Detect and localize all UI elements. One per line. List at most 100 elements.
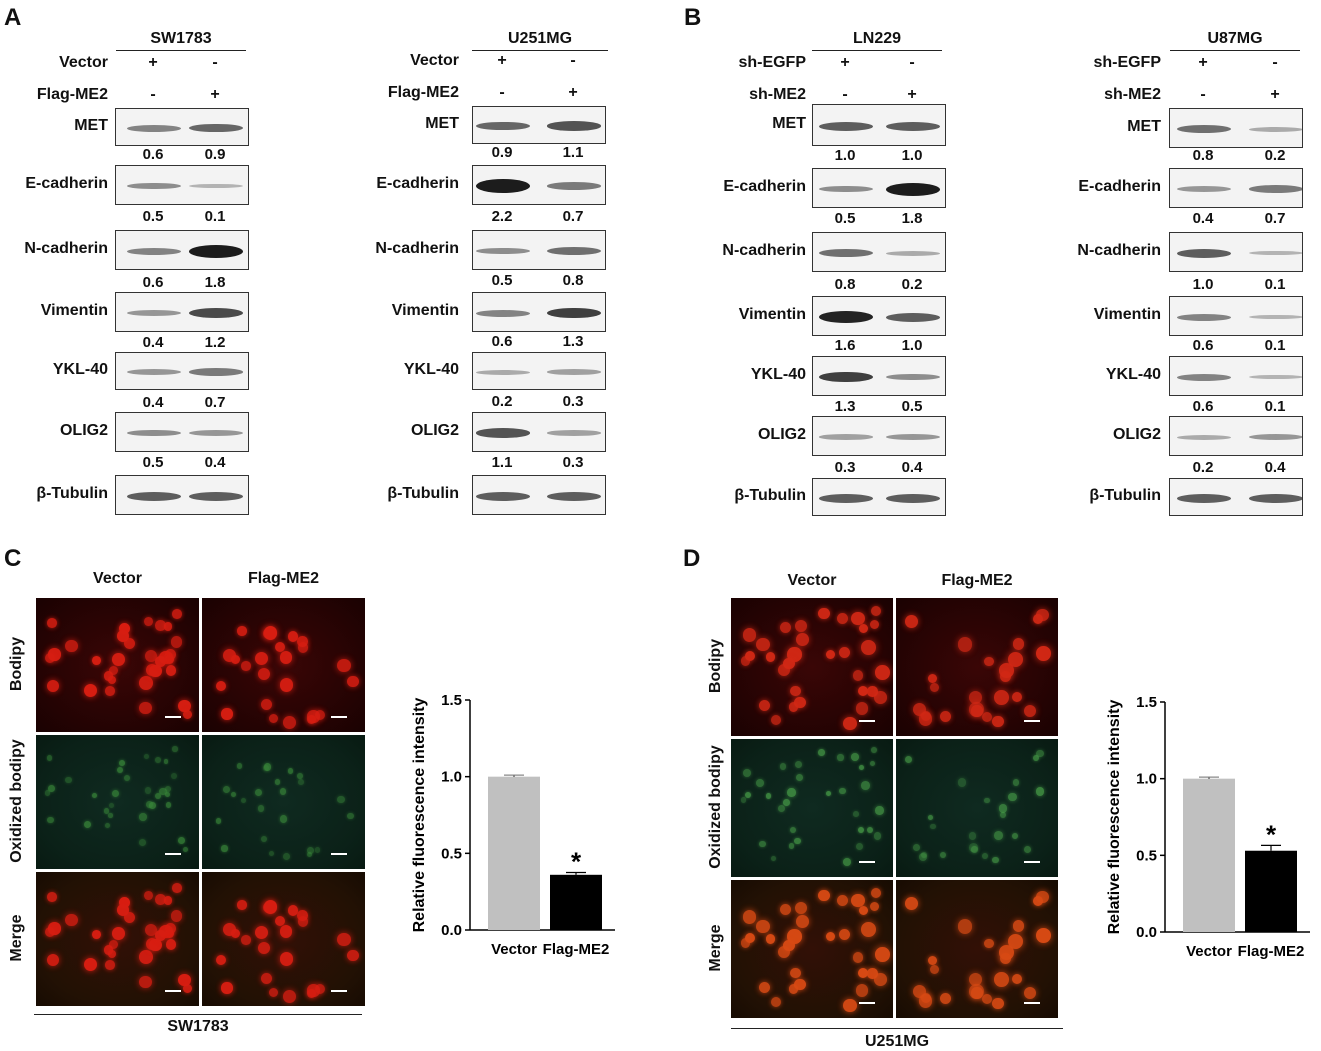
microscopy-row-label: Merge bbox=[707, 924, 724, 972]
cell bbox=[742, 910, 757, 924]
protein-band bbox=[127, 310, 181, 316]
panel-label-b: B bbox=[684, 4, 702, 31]
cell bbox=[1023, 704, 1037, 718]
protein-band bbox=[886, 121, 940, 131]
cell bbox=[84, 957, 98, 972]
cell bbox=[999, 811, 1007, 819]
band-quantification: 0.5 bbox=[834, 210, 856, 227]
microscopy-column-label: Flag-ME2 bbox=[247, 570, 320, 587]
cell bbox=[279, 651, 292, 664]
condition-sign: + bbox=[1198, 54, 1208, 71]
band-quantification: 0.6 bbox=[491, 333, 513, 350]
cell bbox=[779, 622, 791, 634]
cell bbox=[297, 642, 309, 654]
band-quantification: 0.3 bbox=[562, 393, 584, 410]
panel-label-c: C bbox=[4, 545, 22, 572]
cell bbox=[46, 953, 60, 967]
protein-band bbox=[476, 247, 530, 255]
protein-band bbox=[476, 121, 530, 131]
cell bbox=[263, 900, 277, 914]
cell bbox=[139, 950, 154, 964]
band-quantification: 0.5 bbox=[901, 398, 923, 415]
cell bbox=[744, 650, 756, 662]
cell bbox=[112, 790, 120, 798]
cell bbox=[165, 786, 172, 793]
cell bbox=[155, 930, 167, 942]
protein-band bbox=[547, 369, 601, 375]
microscopy-column-label: Flag-ME2 bbox=[941, 572, 1013, 589]
blot-title: U251MG bbox=[507, 30, 573, 47]
blot-strip bbox=[472, 230, 606, 270]
cell bbox=[1035, 787, 1045, 797]
blot-strip bbox=[1169, 416, 1303, 456]
condition-sign: + bbox=[148, 54, 158, 71]
condition-label-2: Flag-ME2 bbox=[36, 86, 108, 103]
blot-strip bbox=[472, 475, 606, 515]
cell bbox=[981, 711, 993, 723]
cell bbox=[231, 654, 241, 664]
protein-band bbox=[1249, 374, 1302, 380]
cell bbox=[257, 942, 270, 955]
scale-bar bbox=[165, 990, 181, 992]
blot-strip bbox=[812, 296, 946, 336]
protein-band bbox=[819, 434, 873, 440]
protein-band bbox=[189, 491, 243, 501]
cell bbox=[241, 934, 251, 945]
title-underline bbox=[812, 50, 942, 51]
cell bbox=[860, 781, 870, 790]
scale-bar bbox=[331, 716, 347, 718]
cell bbox=[274, 916, 285, 927]
significance-marker: * bbox=[571, 847, 582, 877]
cell bbox=[957, 637, 973, 652]
blot-title: U87MG bbox=[1207, 30, 1263, 47]
microscopy-row-label: Bodipy bbox=[8, 636, 25, 692]
cell bbox=[155, 757, 161, 763]
protein-label: YKL-40 bbox=[750, 366, 806, 383]
band-quantification: 0.4 bbox=[901, 459, 923, 476]
cell bbox=[172, 746, 178, 752]
cell bbox=[765, 933, 776, 944]
cell bbox=[788, 843, 795, 849]
cell bbox=[297, 779, 304, 786]
protein-label: MET bbox=[425, 115, 459, 132]
cell bbox=[155, 656, 167, 668]
cell bbox=[268, 850, 274, 856]
cell bbox=[222, 785, 231, 793]
band-quantification: 0.4 bbox=[142, 334, 164, 351]
cell bbox=[994, 972, 1009, 988]
cell bbox=[222, 922, 237, 937]
condition-sign: + bbox=[497, 52, 507, 69]
cell bbox=[790, 685, 801, 697]
band-quantification: 1.1 bbox=[562, 144, 584, 161]
blot-strip bbox=[812, 356, 946, 396]
protein-band bbox=[819, 249, 873, 257]
cell bbox=[149, 802, 157, 809]
cell bbox=[1011, 973, 1023, 985]
cell bbox=[998, 663, 1014, 679]
protein-band bbox=[127, 124, 181, 132]
cell bbox=[875, 806, 884, 815]
protein-band bbox=[547, 247, 601, 255]
cell bbox=[857, 968, 869, 979]
cell bbox=[839, 787, 846, 795]
cell bbox=[108, 813, 113, 818]
condition-label-2: Flag-ME2 bbox=[387, 84, 459, 101]
fluorescence-image bbox=[202, 872, 365, 1006]
bar-chart-d: 0.0 0.5 1.0 1.5 Relative fluorescence intens… bbox=[1106, 694, 1310, 960]
cell bbox=[851, 753, 860, 761]
protein-label: N-cadherin bbox=[1077, 242, 1161, 259]
cell bbox=[867, 968, 878, 979]
protein-band bbox=[127, 182, 181, 190]
condition-sign: - bbox=[150, 86, 156, 103]
band-quantification: 0.3 bbox=[834, 459, 856, 476]
cell bbox=[297, 910, 308, 921]
blot-strip bbox=[472, 106, 606, 144]
cell bbox=[144, 617, 154, 627]
cell bbox=[263, 763, 271, 771]
protein-label: OLIG2 bbox=[1112, 426, 1161, 443]
protein-label: E-cadherin bbox=[723, 178, 806, 195]
band-quantification: 0.4 bbox=[1192, 210, 1214, 227]
cell bbox=[858, 764, 865, 771]
cell bbox=[930, 964, 940, 975]
condition-label-1: sh-EGFP bbox=[1093, 54, 1161, 71]
